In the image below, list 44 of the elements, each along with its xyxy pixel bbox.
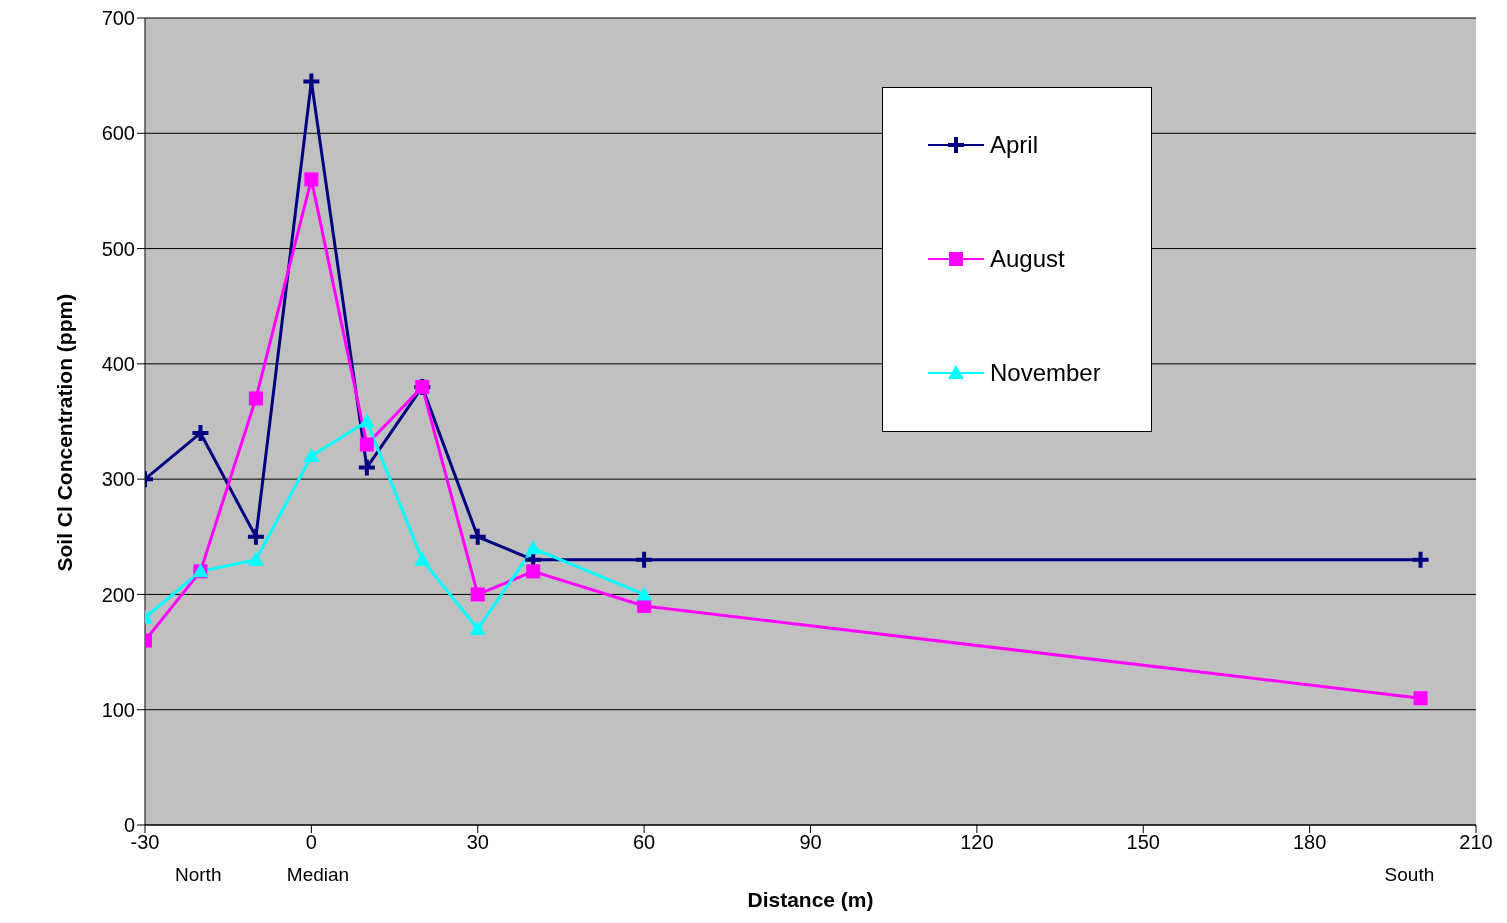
- point: [636, 586, 653, 601]
- y-tick-label: 500: [101, 237, 135, 260]
- y-tick-label: 100: [101, 698, 135, 721]
- y-tick-label: 200: [101, 583, 135, 606]
- x-tick-label: 180: [1292, 831, 1327, 854]
- x-tick-label: 90: [799, 831, 822, 854]
- y-axis-title: Soil Cl Concentration (ppm): [53, 293, 77, 572]
- point: [470, 587, 485, 602]
- point: [303, 73, 320, 90]
- point: [1413, 691, 1428, 706]
- y-tick-label: 400: [101, 352, 135, 375]
- x-tick-label: 210: [1459, 831, 1493, 854]
- point: [637, 598, 652, 613]
- point: [248, 391, 263, 406]
- point: [247, 528, 264, 545]
- point: [636, 551, 653, 568]
- point: [359, 437, 374, 452]
- y-tick-label: 600: [101, 122, 135, 145]
- legend-label: November: [990, 359, 1101, 387]
- point: [1412, 551, 1429, 568]
- point: [303, 448, 320, 463]
- x-tick-label: 60: [633, 831, 656, 854]
- point: [247, 551, 264, 566]
- y-tick-label: 300: [101, 468, 135, 491]
- text: Median: [286, 864, 350, 885]
- text: South: [1384, 864, 1435, 885]
- x-tick-label: 120: [960, 831, 994, 854]
- point: [304, 172, 319, 187]
- point: [192, 425, 209, 442]
- legend-label: August: [990, 245, 1065, 273]
- x-tick-label: 150: [1126, 831, 1160, 854]
- text: North: [175, 864, 222, 885]
- x-tick-label: 30: [466, 831, 489, 854]
- point: [414, 551, 431, 566]
- point: [469, 621, 486, 636]
- point: [358, 459, 375, 476]
- point: [469, 528, 486, 545]
- x-axis-title: Distance (m): [747, 888, 874, 911]
- x-tick-label: 0: [305, 831, 317, 854]
- point: [358, 413, 375, 428]
- legend-label: April: [990, 131, 1039, 159]
- y-tick-label: 700: [101, 7, 135, 30]
- point: [526, 564, 541, 579]
- point: [525, 540, 542, 555]
